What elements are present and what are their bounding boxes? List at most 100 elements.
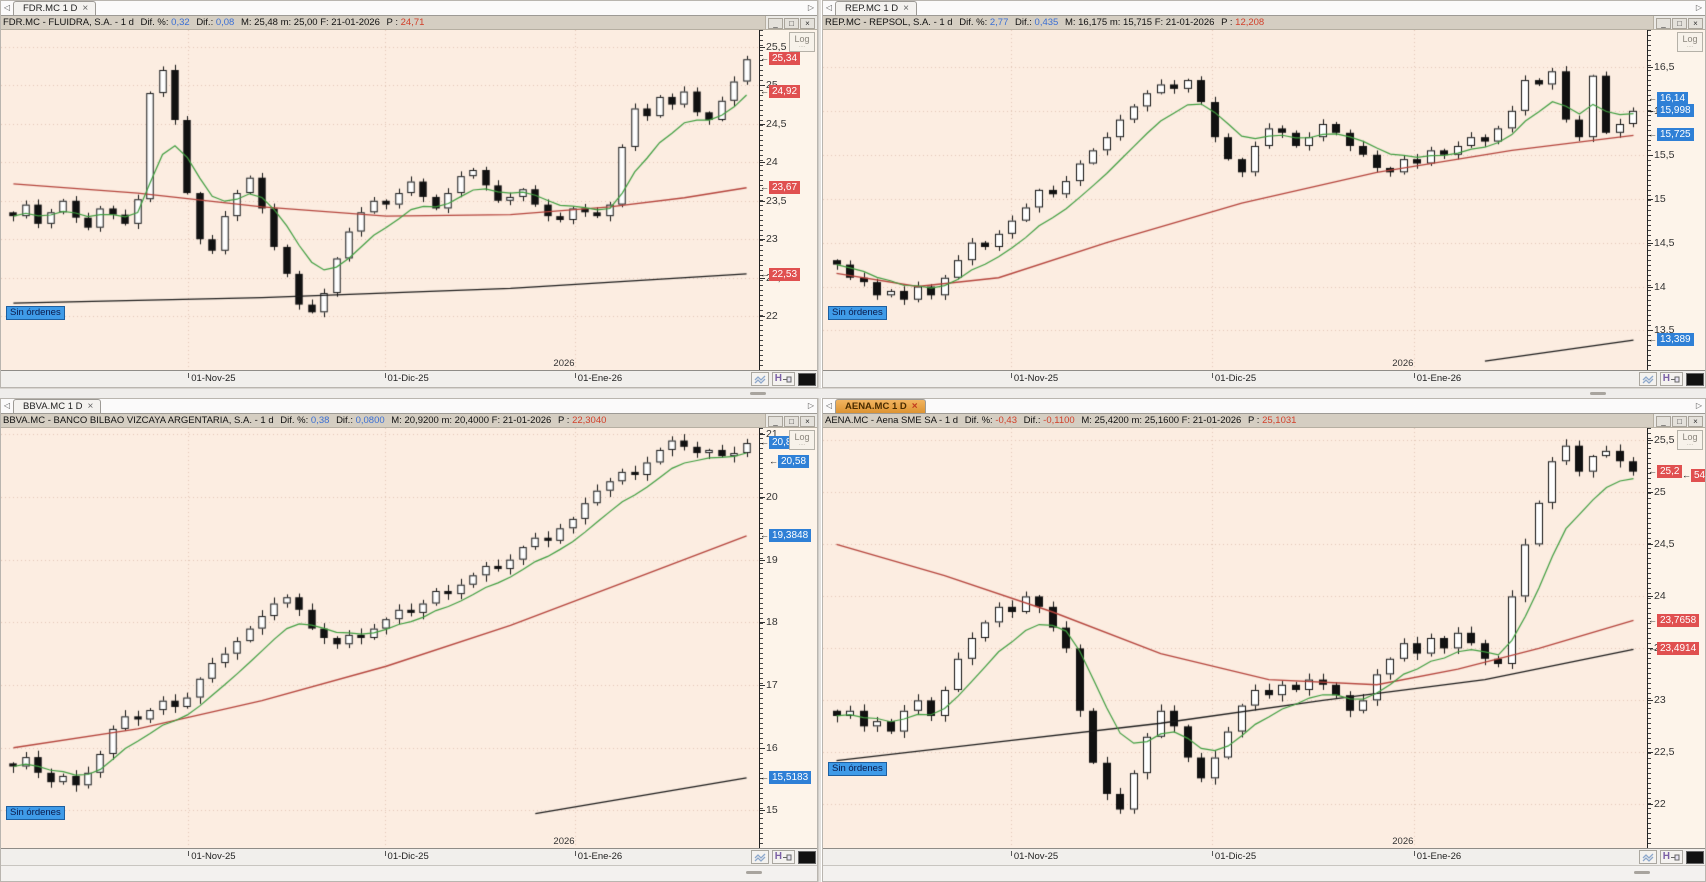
black-square-tool-icon[interactable] (1686, 850, 1704, 864)
h-line-pin-tool-icon[interactable]: H (771, 850, 795, 864)
candlestick-canvas[interactable] (823, 428, 1647, 848)
axis-tick-label: 14,5 (1647, 236, 1675, 249)
minimize-button[interactable]: _ (768, 17, 783, 29)
chart-plot-area[interactable]: 2026 Sin órdenes (1, 30, 759, 370)
axis-tick-label: 22,5 (1647, 746, 1675, 759)
date-axis[interactable]: 01-Ene-26 01-Dic-25 01-Nov-25 H (1, 848, 817, 865)
zigzag-tool-icon[interactable] (750, 850, 769, 864)
tab-scroll-right-icon[interactable]: ▷ (1695, 3, 1703, 12)
price-tag: ← 16,14 (1648, 91, 1689, 105)
chart-plot-area[interactable]: 2026 Sin órdenes (1, 428, 759, 848)
log-scale-button[interactable]: Log (1677, 430, 1703, 450)
axis-tick-label: 18 (760, 616, 778, 629)
candlestick-canvas[interactable] (1, 30, 759, 370)
h-line-pin-tool-icon[interactable]: H (1659, 372, 1683, 386)
tab-scroll-right-icon[interactable]: ▷ (807, 3, 815, 12)
tab-scroll-right-icon[interactable]: ▷ (1695, 401, 1703, 410)
dif-pct-label: Dif. %: (964, 415, 993, 426)
window-controls: _ □ × (765, 16, 817, 29)
maximize-button[interactable]: □ (1672, 415, 1687, 427)
tab-close-icon[interactable]: × (82, 2, 89, 14)
tag-price-text: 15,5183 (769, 770, 812, 784)
close-button[interactable]: × (800, 415, 815, 427)
chart-row: 2026 Sin órdenes Log 25,52524,52423,5232… (1, 30, 817, 370)
chart-plot-area[interactable]: 2026 Sin órdenes (823, 30, 1647, 370)
price-axis[interactable]: Log 21201918171615←20,58←20,86←19,3848←1… (759, 428, 817, 848)
date-axis[interactable]: 01-Ene-26 01-Dic-25 01-Nov-25 H (823, 370, 1705, 387)
pin-glyph (783, 854, 792, 860)
tab-label: FDR.MC 1 D (23, 3, 78, 14)
no-orders-badge[interactable]: Sin órdenes (6, 306, 65, 320)
date-axis[interactable]: 01-Ene-26 01-Dic-25 01-Nov-25 H (1, 370, 817, 387)
p-value: 25,1031 (1262, 415, 1297, 426)
splitter-handle[interactable] (1590, 392, 1606, 395)
close-button[interactable]: × (800, 17, 815, 29)
horizontal-splitter[interactable] (0, 388, 1706, 398)
chart-pane: ◁ REP.MC 1 D × ▷ REP.MC - REPSOL, S.A. -… (822, 0, 1706, 388)
tag-price-text: 13,389 (1657, 333, 1694, 347)
axis-tick-label: 15,5 (1647, 148, 1675, 161)
price-tag: ← 24,92 (760, 84, 801, 98)
black-square-tool-icon[interactable] (1686, 372, 1704, 386)
zigzag-tool-icon[interactable] (750, 372, 769, 386)
close-button[interactable]: × (1688, 415, 1703, 427)
tab-close-icon[interactable]: × (911, 400, 918, 412)
minimize-button[interactable]: _ (1656, 17, 1671, 29)
minimize-button[interactable]: _ (1656, 415, 1671, 427)
log-scale-button[interactable]: Log (789, 32, 815, 52)
tag-arrow-icon: ← (760, 771, 769, 782)
vertical-splitter[interactable] (818, 0, 822, 388)
tag-price-text: 25,34 (769, 52, 801, 66)
price-axis[interactable]: Log 25,52524,52423,52322,522←25,34←24,92… (759, 30, 817, 370)
tab-scroll-left-icon[interactable]: ◁ (3, 3, 11, 12)
chart-row: 2026 Sin órdenes Log 21201918171615←20,5… (1, 428, 817, 848)
price-axis[interactable]: Log 16,51615,51514,51413,5←16,14←15,998←… (1647, 30, 1705, 370)
bottom-resize-strip[interactable] (1, 865, 817, 881)
bottom-resize-strip[interactable] (823, 865, 1705, 881)
maximize-button[interactable]: □ (784, 415, 799, 427)
tab-scroll-left-icon[interactable]: ◁ (825, 3, 833, 12)
tab-scroll-right-icon[interactable]: ▷ (807, 401, 815, 410)
minimize-button[interactable]: _ (768, 415, 783, 427)
tag-price-text: 23,7658 (1657, 613, 1700, 627)
chart-tab[interactable]: BBVA.MC 1 D × (13, 399, 102, 413)
log-scale-button[interactable]: Log (1677, 32, 1703, 52)
h-line-pin-tool-icon[interactable]: H (771, 372, 795, 386)
log-scale-button[interactable]: Log (789, 430, 815, 450)
splitter-handle[interactable] (746, 871, 762, 874)
black-square-tool-icon[interactable] (798, 850, 816, 864)
tag-price-text: 15,725 (1657, 127, 1694, 141)
tag-price-text: 25,2 (1657, 464, 1683, 478)
no-orders-badge[interactable]: Sin órdenes (828, 306, 887, 320)
window-controls: _ □ × (1653, 414, 1705, 427)
tab-close-icon[interactable]: × (903, 2, 909, 14)
chart-tab[interactable]: REP.MC 1 D × (835, 1, 917, 15)
no-orders-badge[interactable]: Sin órdenes (6, 806, 65, 820)
tab-close-icon[interactable]: × (87, 400, 94, 412)
tab-scroll-left-icon[interactable]: ◁ (825, 401, 833, 410)
splitter-handle[interactable] (750, 392, 766, 395)
price-tag: ← 13,389 (1648, 333, 1694, 347)
no-orders-badge[interactable]: Sin órdenes (828, 762, 887, 776)
chart-plot-area[interactable]: 2026 Sin órdenes (823, 428, 1647, 848)
maximize-button[interactable]: □ (784, 17, 799, 29)
h-line-pin-tool-icon[interactable]: H (1659, 850, 1683, 864)
date-axis[interactable]: 01-Ene-26 01-Dic-25 01-Nov-25 H (823, 848, 1705, 865)
tag-arrow-icon: ← (760, 529, 769, 540)
tab-scroll-left-icon[interactable]: ◁ (3, 401, 11, 410)
black-square-tool-icon[interactable] (798, 372, 816, 386)
zigzag-tool-icon[interactable] (1638, 372, 1657, 386)
candlestick-canvas[interactable] (1, 428, 759, 848)
maximize-button[interactable]: □ (1672, 17, 1687, 29)
chart-toolbar: H (750, 372, 816, 386)
axis-tick-label: 19 (760, 553, 778, 566)
chart-tab[interactable]: FDR.MC 1 D × (13, 1, 97, 15)
vertical-splitter[interactable] (818, 398, 822, 882)
splitter-handle[interactable] (1634, 871, 1650, 874)
zigzag-tool-icon[interactable] (1638, 850, 1657, 864)
price-axis[interactable]: Log 25,52524,52423,52322,522←54←25,2←23,… (1647, 428, 1705, 848)
chart-tab[interactable]: AENA.MC 1 D × (835, 399, 926, 413)
candlestick-canvas[interactable] (823, 30, 1647, 370)
close-button[interactable]: × (1688, 17, 1703, 29)
year-marker-label: 2026 (1392, 358, 1414, 369)
